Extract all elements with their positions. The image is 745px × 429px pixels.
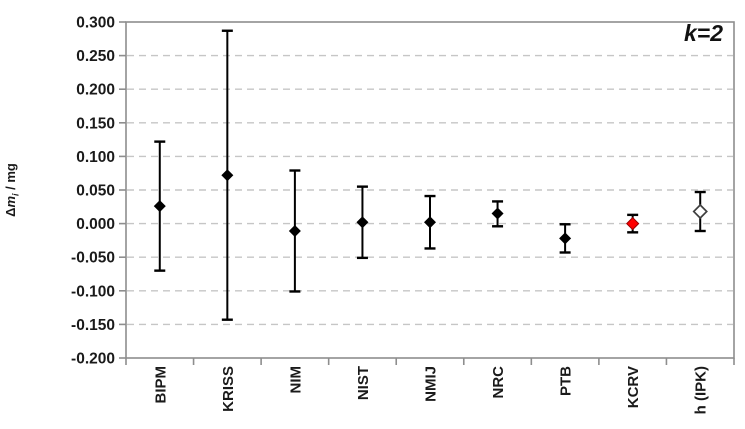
ytick-label--0.100: -0.100	[71, 283, 115, 300]
ytick-label-0.300: 0.300	[76, 15, 115, 32]
ytick-label-0.200: 0.200	[76, 82, 115, 99]
y-axis-title-subscript: i	[10, 193, 21, 196]
ytick-label-0.150: 0.150	[76, 115, 115, 132]
data-point-NMIJ	[424, 216, 436, 229]
y-axis-title-delta: Δ	[3, 207, 18, 217]
xtick-label-NIM: NIM	[287, 366, 304, 394]
y-axis-title-symbol: m	[3, 195, 18, 208]
ytick-label--0.200: -0.200	[71, 351, 115, 368]
ytick-label-0.100: 0.100	[76, 149, 115, 166]
data-point-NIST	[356, 216, 369, 229]
xtick-label-KRISS: KRISS	[220, 366, 237, 412]
xtick-label-NMIJ: NMIJ	[423, 366, 440, 402]
ytick-label-0.050: 0.050	[76, 183, 115, 200]
y-axis-title-unit: / mg	[3, 163, 18, 194]
xtick-label-h-IPK-: h (IPK)	[693, 366, 710, 414]
data-point-BIPM	[153, 200, 166, 213]
y-axis-title: Δmi / mg	[3, 125, 23, 255]
data-point-NRC	[491, 207, 504, 220]
xtick-label-NIST: NIST	[355, 366, 372, 400]
ytick-label-0.250: 0.250	[76, 48, 115, 65]
xtick-label-KCRV: KCRV	[625, 366, 642, 408]
coverage-factor-annotation: k=2	[683, 20, 723, 46]
xtick-label-BIPM: BIPM	[152, 366, 169, 404]
data-point-KRISS	[221, 169, 234, 182]
ytick-label--0.150: -0.150	[71, 317, 115, 334]
data-point-NIM	[288, 224, 301, 237]
xtick-label-PTB: PTB	[558, 366, 575, 396]
ytick-label-0.000: 0.000	[76, 216, 115, 233]
data-point-KCRV	[625, 216, 640, 231]
data-point-PTB	[559, 232, 572, 245]
data-point-h-IPK-	[692, 203, 708, 220]
xtick-label-NRC: NRC	[490, 366, 507, 399]
ytick-label--0.050: -0.050	[71, 250, 115, 267]
